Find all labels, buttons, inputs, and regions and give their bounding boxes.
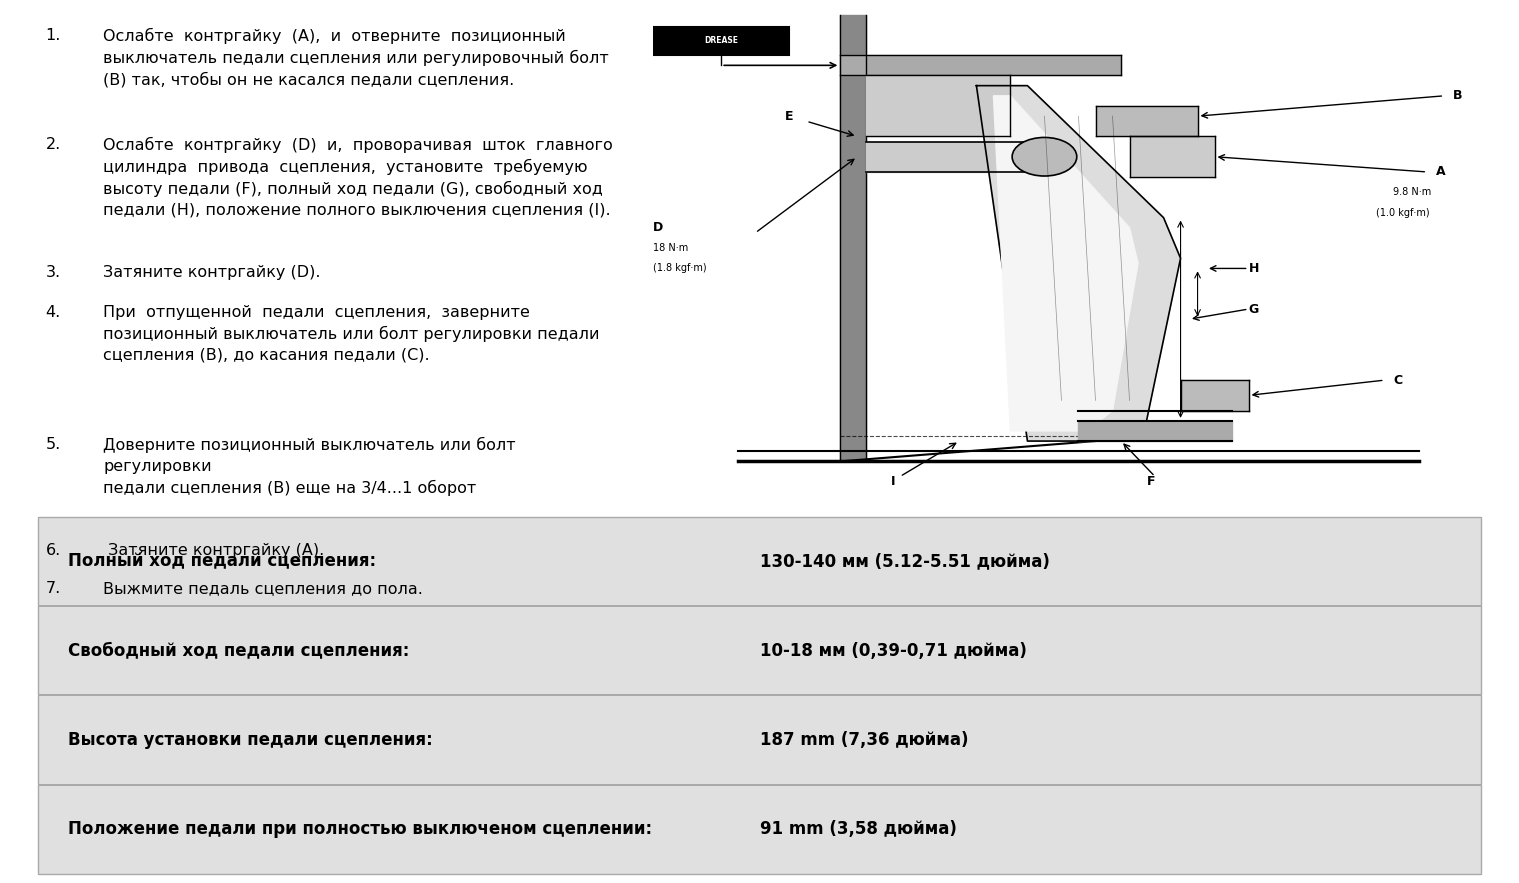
Text: 130-140 мм (5.12-5.51 дюйма): 130-140 мм (5.12-5.51 дюйма) [760,552,1050,570]
Text: Доверните позиционный выключатель или болт
регулировки
педали сцепления (В) еще : Доверните позиционный выключатель или бо… [103,437,516,495]
Circle shape [1012,138,1077,176]
Text: При  отпущенной  педали  сцепления,  заверните
позиционный выключатель или болт : При отпущенной педали сцепления, заверни… [103,305,600,362]
Polygon shape [993,96,1138,431]
Text: 187 mm (7,36 дюйма): 187 mm (7,36 дюйма) [760,731,968,749]
Bar [38,517,1481,874]
Polygon shape [1130,137,1215,177]
Text: Затяните контргайку (А).: Затяните контргайку (А). [103,543,325,558]
Text: 5.: 5. [46,437,61,452]
Text: Затяните контргайку (D).: Затяните контргайку (D). [103,265,321,280]
Text: I: I [892,475,896,488]
Text: 3.: 3. [46,265,61,280]
Bar [38,784,1481,786]
Polygon shape [1180,380,1249,411]
Text: G: G [1249,303,1259,315]
Polygon shape [840,55,1121,75]
Text: (1.8 kgf·m): (1.8 kgf·m) [653,263,706,274]
Text: 7.: 7. [46,581,61,596]
Text: C: C [1393,374,1402,387]
Text: Высота установки педали сцепления:: Высота установки педали сцепления: [68,731,433,749]
Text: 10-18 мм (0,39-0,71 дюйма): 10-18 мм (0,39-0,71 дюйма) [760,642,1027,660]
Polygon shape [866,141,1036,172]
Polygon shape [866,75,1010,137]
Text: Ослабте  контргайку  (А),  и  отверните  позиционный
выключатель педали сцеплени: Ослабте контргайку (А), и отверните пози… [103,28,609,87]
Text: D: D [653,222,664,234]
Polygon shape [1078,420,1232,441]
Bar [38,605,1481,607]
Text: 1.: 1. [46,28,61,43]
Text: F: F [1147,475,1154,488]
Text: 2.: 2. [46,137,61,152]
Text: B: B [1452,89,1463,102]
Text: 91 mm (3,58 дюйма): 91 mm (3,58 дюйма) [760,820,957,839]
Text: Положение педали при полностью выключеном сцеплении:: Положение педали при полностью выключено… [68,820,653,839]
Text: 6.: 6. [46,543,61,558]
Text: A: A [1435,165,1446,178]
Text: E: E [785,109,793,123]
Text: H: H [1249,262,1259,275]
Text: (1.0 kgf·m): (1.0 kgf·m) [1376,208,1429,217]
Text: 4.: 4. [46,305,61,320]
Text: Ослабте  контргайку  (D)  и,  проворачивая  шток  главного
цилиндра  привода  сц: Ослабте контргайку (D) и, проворачивая ш… [103,137,614,217]
Text: 9.8 N·m: 9.8 N·m [1393,187,1431,197]
Bar [38,517,1481,874]
Polygon shape [977,86,1180,441]
Text: 18 N·m: 18 N·m [653,243,688,253]
Bar [653,27,790,55]
Bar [38,694,1481,696]
Text: Выжмите педаль сцепления до пола.: Выжмите педаль сцепления до пола. [103,581,424,596]
Text: Полный ход педали сцепления:: Полный ход педали сцепления: [68,552,377,570]
Text: Свободный ход педали сцепления:: Свободный ход педали сцепления: [68,642,410,660]
Polygon shape [840,14,866,461]
Text: DREASE: DREASE [705,36,738,45]
Polygon shape [1095,106,1197,137]
